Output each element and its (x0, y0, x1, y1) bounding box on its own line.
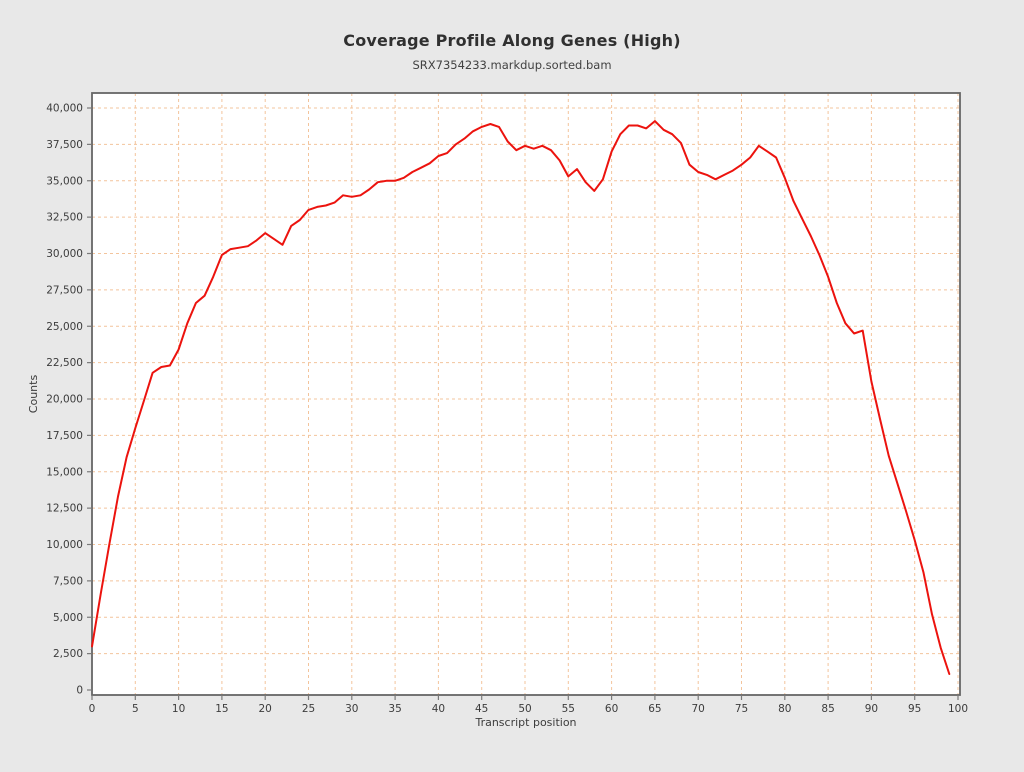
y-tick-label: 15,000 (46, 466, 83, 478)
x-tick-label: 10 (172, 703, 185, 715)
y-tick-label: 27,500 (46, 284, 83, 296)
x-tick-label: 15 (215, 703, 228, 715)
y-tick-label: 35,000 (46, 175, 83, 187)
x-tick-label: 75 (735, 703, 748, 715)
x-tick-label: 55 (562, 703, 575, 715)
y-tick-label: 10,000 (46, 539, 83, 551)
x-tick-label: 35 (388, 703, 401, 715)
y-tick-label: 20,000 (46, 394, 83, 406)
x-tick-label: 40 (432, 703, 445, 715)
plot-area (92, 93, 960, 695)
y-tick-label: 5,000 (53, 612, 83, 624)
x-tick-label: 100 (948, 703, 968, 715)
y-tick-label: 17,500 (46, 430, 83, 442)
x-tick-label: 45 (475, 703, 488, 715)
x-tick-label: 20 (259, 703, 272, 715)
x-tick-label: 95 (908, 703, 921, 715)
x-tick-label: 80 (778, 703, 791, 715)
x-tick-label: 25 (302, 703, 315, 715)
x-tick-label: 50 (518, 703, 531, 715)
y-tick-label: 25,000 (46, 321, 83, 333)
y-axis-title: Counts (27, 375, 40, 414)
coverage-line (91, 120, 951, 675)
x-tick-label: 65 (648, 703, 661, 715)
y-tick-label: 40,000 (46, 103, 83, 115)
y-tick-label: 0 (76, 685, 83, 697)
y-tick-label: 30,000 (46, 248, 83, 260)
x-tick-label: 90 (865, 703, 878, 715)
x-tick-label: 60 (605, 703, 618, 715)
y-tick-label: 22,500 (46, 357, 83, 369)
chart-title: Coverage Profile Along Genes (High) (343, 31, 681, 50)
plot-frame (91, 92, 961, 696)
x-axis-title: Transcript position (474, 716, 576, 729)
x-tick-label: 85 (821, 703, 834, 715)
chart-subtitle: SRX7354233.markdup.sorted.bam (412, 58, 612, 72)
x-tick-label: 5 (132, 703, 139, 715)
y-tick-label: 12,500 (46, 503, 83, 515)
y-tick-label: 32,500 (46, 212, 83, 224)
y-tick-label: 2,500 (53, 648, 83, 660)
x-tick-label: 30 (345, 703, 358, 715)
x-tick-label: 70 (692, 703, 705, 715)
y-tick-label: 37,500 (46, 139, 83, 151)
y-tick-label: 7,500 (53, 575, 83, 587)
x-tick-label: 0 (89, 703, 96, 715)
